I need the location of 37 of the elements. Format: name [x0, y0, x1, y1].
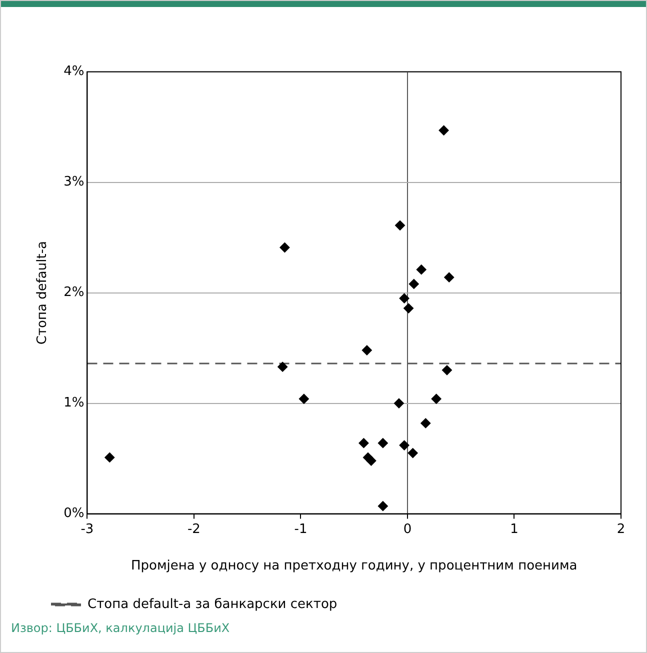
point	[408, 278, 419, 289]
point	[366, 456, 376, 466]
y-tick-label: 3%	[64, 174, 84, 190]
point	[395, 220, 406, 230]
point	[362, 345, 372, 356]
point	[442, 365, 452, 376]
point	[399, 440, 410, 450]
point	[278, 362, 288, 372]
x-tick-label: 2	[616, 522, 626, 537]
point	[431, 394, 442, 404]
point	[416, 264, 426, 275]
x-tick-label: 0	[403, 522, 412, 537]
point	[404, 303, 414, 314]
y-tick-label: 0%	[64, 506, 84, 522]
y-tick-label: 2%	[64, 285, 84, 300]
point	[104, 452, 115, 462]
x-tick-label: -2	[187, 522, 200, 537]
x-axis-title: Промјена у односу на претходну годину, у процентним поенима	[130, 558, 578, 574]
point	[378, 438, 388, 448]
point	[408, 448, 418, 458]
text: Извор: ЦББиХ, калкулација ЦББиХ	[11, 621, 230, 635]
point	[378, 501, 388, 512]
x-tick-label: 1	[510, 522, 518, 537]
point	[420, 418, 431, 428]
y-tick-label: 1%	[64, 396, 84, 411]
point	[280, 242, 290, 252]
point	[358, 438, 369, 448]
x-tick-label: -3	[80, 522, 94, 537]
x-tick-label: -1	[294, 522, 308, 537]
y-tick-label: 4%	[64, 64, 84, 80]
point	[298, 394, 309, 404]
point	[399, 293, 410, 304]
point	[438, 125, 449, 136]
y-axis-title: Стопа default-a	[35, 240, 50, 345]
point	[394, 398, 404, 408]
legend-label: Стопа default-a за банкарски сектор	[88, 596, 338, 612]
point	[444, 272, 454, 282]
